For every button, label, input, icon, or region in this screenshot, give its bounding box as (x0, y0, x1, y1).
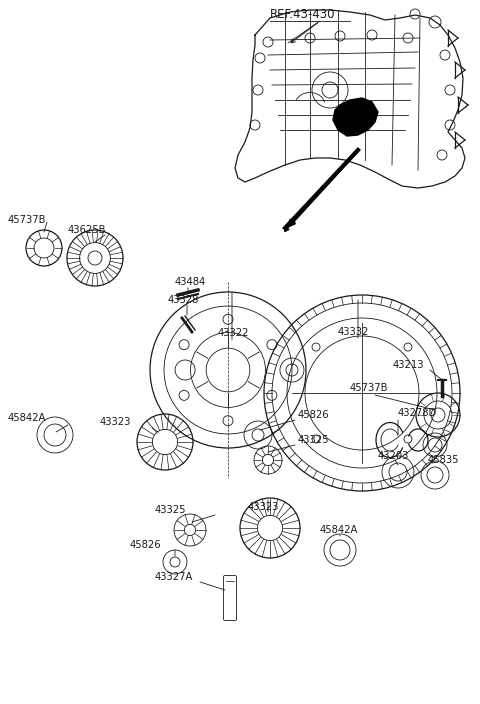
Text: 45826: 45826 (130, 540, 162, 550)
Text: 43323: 43323 (100, 417, 132, 427)
Text: 43625B: 43625B (68, 225, 107, 235)
Text: 43213: 43213 (393, 360, 424, 370)
Text: 43203: 43203 (378, 451, 409, 461)
Text: 43328: 43328 (168, 295, 199, 305)
Text: 43323: 43323 (248, 502, 279, 512)
Text: 45737B: 45737B (350, 383, 388, 393)
Text: 45835: 45835 (428, 455, 459, 465)
Text: 43325: 43325 (298, 435, 329, 445)
Text: 45737B: 45737B (8, 215, 47, 225)
Text: 43322: 43322 (218, 328, 250, 338)
Text: 45842A: 45842A (8, 413, 47, 423)
Text: 43327A: 43327A (155, 572, 193, 582)
Text: 45826: 45826 (298, 410, 330, 420)
Text: 43325: 43325 (155, 505, 187, 515)
Text: 43332: 43332 (338, 327, 370, 337)
FancyBboxPatch shape (224, 575, 237, 620)
Text: REF.43-430: REF.43-430 (270, 8, 336, 21)
Text: 43278D: 43278D (398, 408, 437, 418)
Text: 43484: 43484 (175, 277, 206, 287)
Text: 45842A: 45842A (320, 525, 359, 535)
Polygon shape (333, 98, 378, 136)
